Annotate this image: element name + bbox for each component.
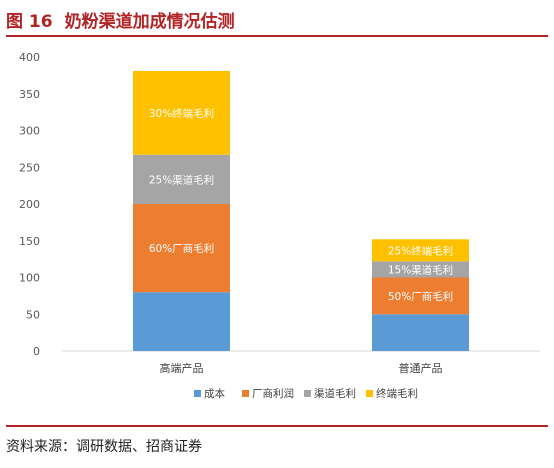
legend-swatch [242,390,249,397]
legend-swatch [366,390,373,397]
source-note: 资料来源：调研数据、招商证券 [6,439,202,455]
y-tick-label: 50 [26,308,40,321]
bar-segment [133,204,230,293]
footer-rule [6,425,548,427]
legend-label: 渠道毛利 [314,387,356,400]
figure-label: 图 16 [6,11,53,32]
y-tick-label: 150 [19,235,40,248]
stacked-bar-chart: 0 50 100 150 200 250 300 350 400 60%厂商毛利 25%渠道毛利 30… [19,51,540,400]
y-tick-label: 100 [19,272,40,285]
legend-label: 厂商利润 [252,387,294,400]
bar-segment [133,70,230,155]
data-label: 25%渠道毛利 [149,173,214,186]
bar-segment [372,314,469,351]
bar-segment [372,261,469,278]
data-label: 30%终端毛利 [149,107,214,120]
legend-swatch [194,390,201,397]
figure-title: 奶粉渠道加成情况估测 [64,11,235,32]
y-tick-label: 200 [19,198,40,211]
bar-segment [133,154,230,204]
data-label: 50%厂商毛利 [388,290,453,303]
bar-segment [372,277,469,315]
legend-swatch [304,390,311,397]
y-tick-label: 250 [19,161,40,174]
data-label: 60%厂商毛利 [149,242,214,255]
legend-label: 终端毛利 [376,387,418,400]
legend-label: 成本 [204,387,225,400]
bar-segment [133,292,230,351]
y-tick-label: 400 [19,51,40,64]
y-tick-label: 350 [19,88,40,101]
figure-header: 图 16 奶粉渠道加成情况估测 [6,6,235,32]
data-label: 15%渠道毛利 [388,263,453,276]
data-label: 25%终端毛利 [388,244,453,257]
y-tick-label: 300 [19,125,40,138]
x-tick-label: 普通产品 [399,361,443,375]
y-tick-label: 0 [33,345,40,358]
x-tick-label: 高端产品 [160,361,204,375]
bar-segment [372,239,469,262]
header-rule [6,35,548,37]
